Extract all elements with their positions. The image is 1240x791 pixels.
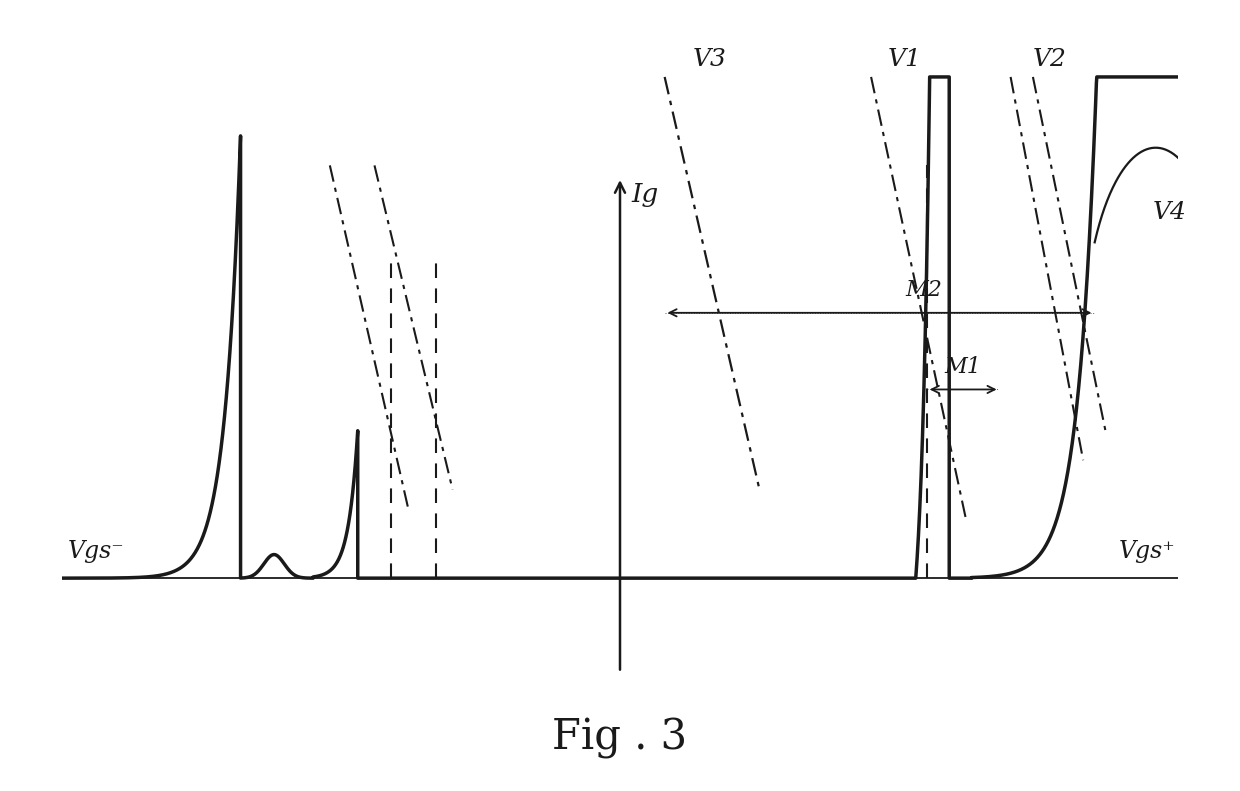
Text: V2: V2: [1033, 48, 1066, 71]
Text: Vgs⁺: Vgs⁺: [1118, 540, 1176, 563]
Text: Fig . 3: Fig . 3: [553, 717, 687, 759]
Text: V1: V1: [888, 48, 921, 71]
Text: M2: M2: [905, 279, 942, 301]
Text: V3: V3: [692, 48, 727, 71]
Text: V4: V4: [1153, 201, 1187, 224]
Text: M1: M1: [945, 356, 982, 377]
Text: Ig: Ig: [631, 183, 658, 207]
Text: Vgs⁻: Vgs⁻: [67, 540, 124, 563]
